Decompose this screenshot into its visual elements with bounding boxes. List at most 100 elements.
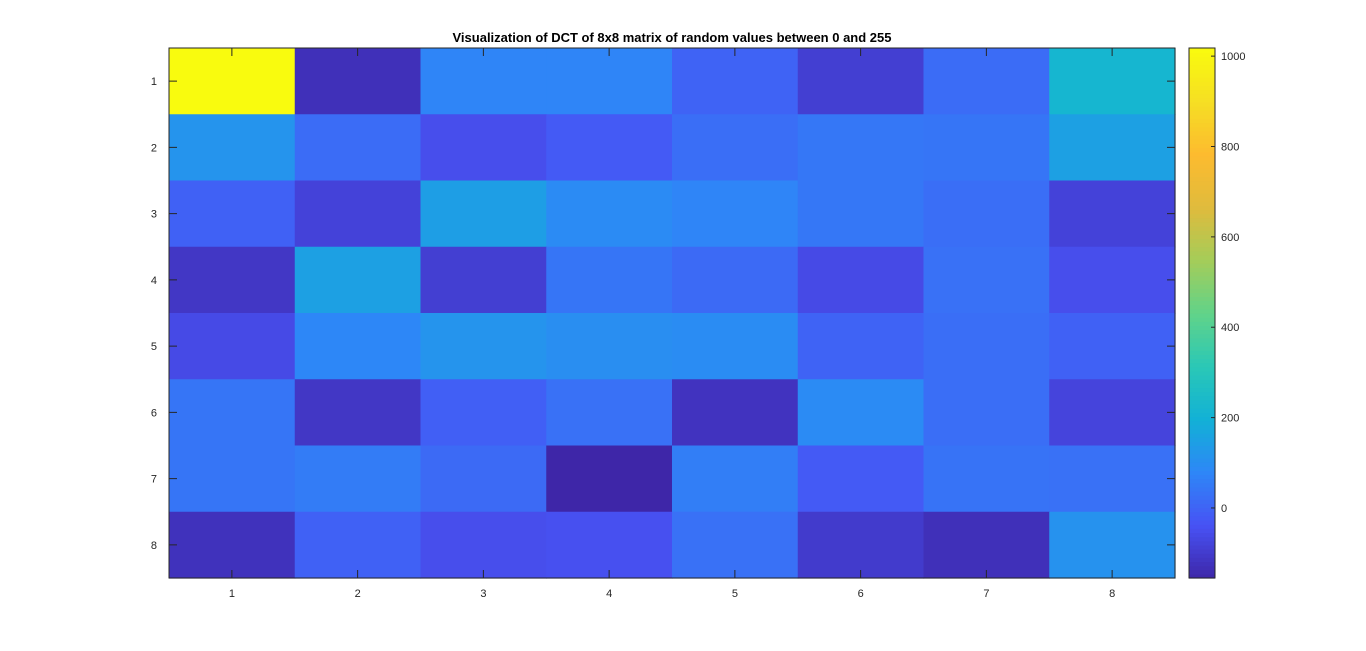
colorbar-segment [1189, 433, 1215, 438]
colorbar-segment [1189, 350, 1215, 356]
colorbar-segment [1189, 420, 1215, 426]
colorbar-segment [1189, 255, 1215, 260]
x-tick-label-2: 2 [355, 588, 361, 600]
colorbar-segment [1189, 391, 1215, 397]
colorbar-segment [1189, 304, 1215, 310]
colorbar-tick-label-0: 0 [1221, 503, 1227, 515]
colorbar-segment [1189, 246, 1215, 252]
colorbar-segment [1189, 192, 1215, 198]
colorbar-segment [1189, 259, 1215, 264]
colorbar-segment [1189, 201, 1215, 206]
colorbar-segment [1189, 503, 1215, 509]
colorbar-segment [1189, 453, 1215, 459]
axes-box [168, 47, 1176, 579]
colorbar-segment [1189, 60, 1215, 66]
colorbar-segment [1189, 321, 1215, 327]
heatmap-cell-r1-c7 [923, 48, 1050, 115]
x-tick-label-8: 8 [1109, 588, 1115, 600]
heatmap-cell-r4-c7 [923, 246, 1050, 314]
y-tick-label-3: 3 [151, 209, 157, 221]
heatmap-cell-r8-c8 [1049, 511, 1176, 579]
colorbar-segment [1189, 412, 1215, 418]
colorbar-segment [1189, 511, 1215, 517]
colorbar-segment [1189, 56, 1215, 62]
heatmap-cell-r6-c6 [797, 379, 925, 447]
y-tick-label-2: 2 [151, 142, 157, 154]
colorbar-segment [1189, 267, 1215, 273]
colorbar-segment [1189, 288, 1215, 293]
heatmap-cell-r4-c5 [672, 246, 799, 314]
heatmap-cell-r8-c5 [672, 511, 799, 579]
colorbar-segment [1189, 230, 1215, 235]
colorbar-segment [1189, 532, 1215, 538]
colorbar-segment [1189, 296, 1215, 302]
colorbar-segment [1189, 491, 1215, 496]
heatmap-cell-r7-c2 [294, 445, 422, 513]
colorbar-segment [1189, 213, 1215, 219]
colorbar-segment [1189, 317, 1215, 322]
colorbar-segment [1189, 470, 1215, 476]
colorbar-segment [1189, 184, 1215, 190]
heatmap-cell-r5-c7 [923, 313, 1050, 380]
colorbar-segment [1189, 250, 1215, 256]
heatmap-cell-r1-c8 [1049, 48, 1176, 115]
colorbar-segment [1189, 449, 1215, 455]
colorbar-segment [1189, 205, 1215, 211]
heatmap-cells [169, 48, 1176, 579]
y-tick-label-8: 8 [151, 540, 157, 552]
heatmap-cell-r2-c3 [420, 114, 547, 182]
colorbar-segment [1189, 482, 1215, 488]
colorbar-segment [1189, 515, 1215, 521]
colorbar-segment [1189, 569, 1215, 575]
colorbar-segment [1189, 528, 1215, 534]
colorbar-segment [1189, 234, 1215, 240]
heatmap-cell-r5-c8 [1049, 313, 1176, 380]
heatmap-cell-r5-c2 [294, 313, 422, 380]
colorbar-segment [1189, 437, 1215, 442]
heatmap-cell-r2-c1 [169, 114, 296, 182]
x-tick-label-6: 6 [858, 588, 864, 600]
colorbar-segment [1189, 48, 1215, 53]
colorbar-segment [1189, 466, 1215, 471]
heatmap-cell-r6-c5 [672, 379, 799, 447]
x-tick-label-4: 4 [606, 588, 612, 600]
heatmap-cell-r8-c2 [294, 511, 422, 579]
heatmap-cell-r4-c1 [169, 246, 296, 314]
colorbar-segment [1189, 362, 1215, 368]
heatmap-cell-r2-c6 [797, 114, 925, 182]
heatmap-cell-r5-c1 [169, 313, 296, 380]
colorbar-segment [1189, 139, 1215, 144]
colorbar-segment [1189, 499, 1215, 505]
colorbar-segment [1189, 370, 1215, 376]
heatmap-cell-r3-c7 [923, 180, 1050, 248]
colorbar-segment [1189, 97, 1215, 103]
colorbar-segment [1189, 387, 1215, 393]
colorbar-segment [1189, 408, 1215, 413]
heatmap-cell-r2-c7 [923, 114, 1050, 182]
colorbar-segment [1189, 565, 1215, 571]
heatmap-cell-r3-c5 [672, 180, 799, 248]
colorbar-segment [1189, 329, 1215, 335]
heatmap-cell-r3-c6 [797, 180, 925, 248]
colorbar-segment [1189, 395, 1215, 401]
chart-title: Visualization of DCT of 8x8 matrix of ra… [453, 30, 892, 45]
colorbar-segment [1189, 524, 1215, 529]
heatmap-cell-r2-c5 [672, 114, 799, 182]
colorbar-segment [1189, 354, 1215, 360]
colorbar-segment [1189, 105, 1215, 111]
colorbar-segment [1189, 292, 1215, 298]
colorbar-segment [1189, 101, 1215, 107]
colorbar-segment [1189, 573, 1215, 579]
colorbar-segment [1189, 130, 1215, 136]
colorbar-tick-label-800: 800 [1221, 141, 1239, 153]
heatmap-cell-r6-c1 [169, 379, 296, 447]
colorbar-segment [1189, 76, 1215, 82]
colorbar-segment [1189, 540, 1215, 546]
colorbar-segment [1189, 561, 1215, 567]
heatmap-cell-r7-c5 [672, 445, 799, 513]
y-tick-label-6: 6 [151, 407, 157, 419]
colorbar-segment [1189, 553, 1215, 558]
colorbar-segment [1189, 110, 1215, 115]
colorbar-segment [1189, 341, 1215, 347]
